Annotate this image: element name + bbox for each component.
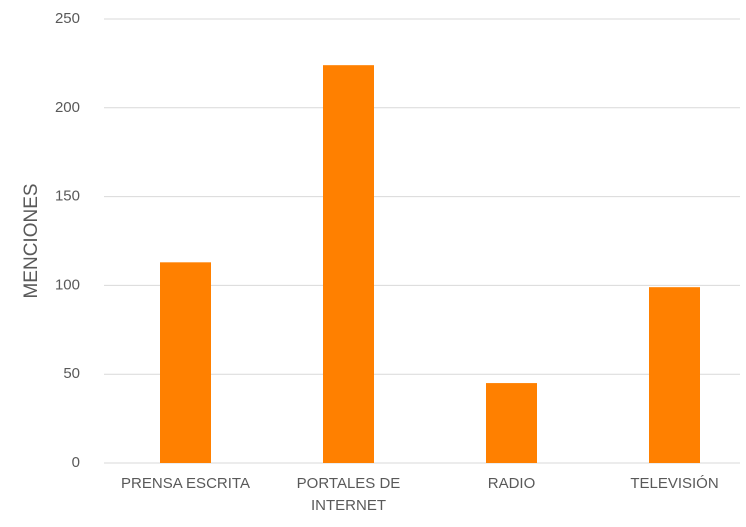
bar	[486, 383, 537, 463]
y-tick-label: 50	[63, 365, 80, 382]
x-tick-label: TELEVISIÓN	[630, 475, 719, 492]
y-tick-label: 150	[55, 188, 80, 205]
bar	[649, 287, 700, 463]
bar	[323, 65, 374, 464]
x-tick-label: RADIO	[487, 475, 536, 492]
y-tick-label: 100	[55, 276, 80, 293]
y-tick-label: 250	[55, 10, 80, 27]
bar	[160, 262, 211, 463]
x-tick-label: PRENSA ESCRITA	[121, 475, 250, 492]
x-tick-label: PORTALES DE INTERNET	[296, 475, 401, 514]
y-axis-label: MENCIONES	[21, 183, 42, 298]
y-tick-label: 0	[72, 454, 80, 471]
y-tick-label: 200	[55, 99, 80, 116]
